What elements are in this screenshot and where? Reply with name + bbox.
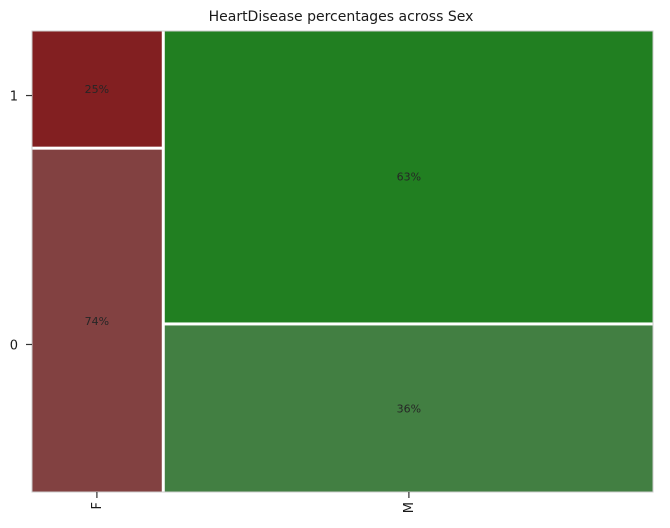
x-tick-label-F: F	[90, 502, 105, 509]
chart-title: HeartDisease percentages across Sex	[209, 9, 474, 25]
cell-M-1	[164, 31, 653, 323]
mosaic-cells	[32, 31, 653, 492]
x-tick-label-M: M	[402, 502, 417, 513]
y-tick-label-1: 1	[10, 90, 18, 105]
y-axis: 01	[10, 90, 32, 353]
cell-label-F-0: 74%	[85, 315, 109, 328]
cell-labels: 74% 25% 36% 63%	[85, 83, 421, 416]
cell-label-M-0: 36%	[397, 403, 421, 416]
cell-M-0	[164, 325, 653, 492]
cell-label-F-1: 25%	[85, 83, 109, 96]
cell-F-1	[32, 31, 162, 147]
cell-F-0	[32, 149, 162, 492]
cell-label-M-1: 63%	[397, 171, 421, 184]
plot-frame	[31, 30, 654, 493]
y-tick-label-0: 0	[10, 338, 18, 353]
